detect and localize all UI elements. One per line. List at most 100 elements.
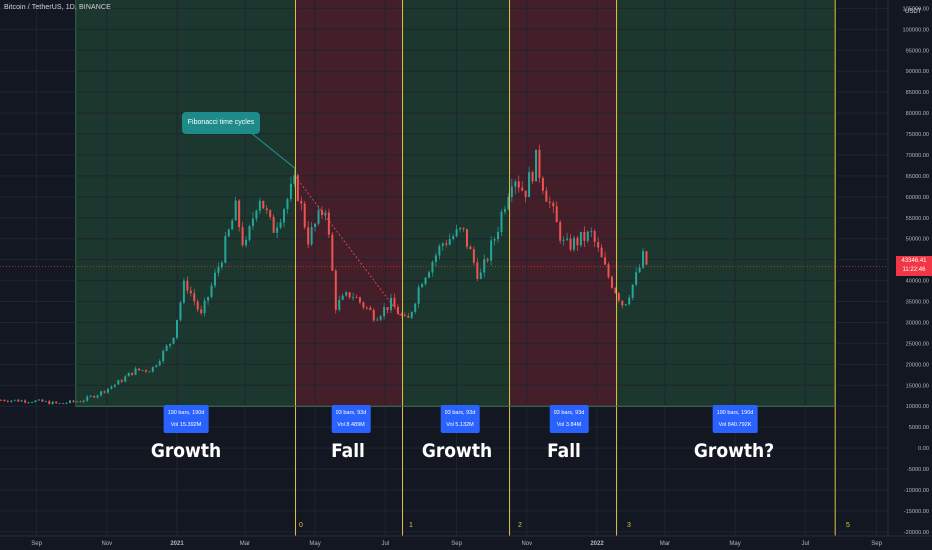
candle-down: [465, 229, 468, 247]
candle-down: [48, 401, 51, 405]
candle-down: [93, 395, 96, 398]
candle-down: [200, 309, 203, 314]
candle-up: [210, 285, 213, 297]
candle-down: [576, 237, 579, 246]
candle-down: [369, 307, 372, 311]
candle-up: [86, 396, 89, 401]
x-tick-label: Sep: [451, 541, 462, 547]
candle-up: [635, 272, 638, 285]
candle-up: [410, 311, 413, 318]
y-tick-label: 70000.00: [906, 153, 929, 159]
candle-up: [631, 284, 634, 298]
candle-up: [251, 218, 254, 226]
candle-down: [386, 307, 389, 311]
candle-down: [524, 190, 527, 198]
y-tick-label: 30000.00: [906, 320, 929, 326]
candle-up: [286, 199, 289, 210]
y-tick-label: -5000.00: [907, 467, 929, 473]
candle-up: [642, 251, 645, 268]
candle-up: [68, 400, 71, 403]
trend-line: [295, 176, 403, 319]
candle-up: [124, 376, 127, 382]
y-tick-label: -20000.00: [904, 530, 929, 536]
candle-down: [17, 399, 20, 402]
candle-up: [479, 272, 482, 279]
candle-up: [379, 316, 382, 320]
candle-down: [476, 262, 479, 279]
x-tick-label: May: [309, 541, 320, 547]
candle-down: [541, 177, 544, 191]
candle-down: [621, 300, 624, 306]
candle-down: [583, 231, 586, 241]
x-tick-label: Nov: [521, 541, 532, 547]
x-tick-label: Sep: [31, 541, 42, 547]
candle-up: [106, 388, 109, 393]
candle-up: [441, 243, 444, 247]
candle-up: [155, 365, 158, 367]
candle-up: [345, 292, 348, 296]
candle-up: [510, 186, 513, 197]
candle-up: [324, 212, 327, 215]
candle-down: [645, 251, 648, 265]
candle-up: [459, 227, 462, 230]
candle-down: [604, 257, 607, 265]
candle-down: [362, 302, 365, 308]
candle-down: [196, 301, 199, 310]
candle-up: [503, 209, 506, 212]
candle-up: [224, 236, 227, 263]
candle-down: [403, 314, 406, 316]
cycle-number-5: 5: [846, 522, 850, 529]
zone-stats-0: 190 bars, 190d Vol 15.392M: [163, 405, 209, 433]
y-tick-label: 35000.00: [906, 300, 929, 306]
candle-up: [289, 183, 292, 200]
zone-label-fall: Fall: [331, 440, 365, 462]
candle-up: [151, 366, 154, 372]
candle-up: [31, 402, 34, 403]
symbol-title[interactable]: Bitcoin / TetherUS, 1D, BINANCE: [4, 4, 111, 11]
zone-stats-2: 93 bars, 93d Vol 5.132M: [440, 405, 480, 433]
candle-up: [10, 400, 13, 402]
candle-up: [562, 239, 565, 241]
candle-up: [493, 239, 496, 241]
candle-down: [265, 208, 268, 211]
candle-down: [610, 276, 613, 288]
candle-up: [172, 337, 175, 344]
candle-up: [100, 391, 103, 396]
candle-down: [597, 242, 600, 248]
candle-up: [158, 361, 161, 366]
candle-down: [334, 270, 337, 310]
y-tick-label: 90000.00: [906, 69, 929, 75]
cycle-number-0: 0: [299, 522, 303, 529]
candle-up: [507, 196, 510, 210]
candle-up: [110, 386, 113, 389]
candle-up: [500, 211, 503, 232]
zone-label-growth: Growth: [150, 440, 222, 462]
y-tick-label: 10000.00: [906, 404, 929, 410]
candle-down: [300, 200, 303, 204]
candle-up: [279, 222, 282, 228]
zone-band-growth: [616, 0, 836, 407]
candle-up: [566, 238, 569, 240]
y-tick-label: 5000.00: [909, 425, 929, 431]
candle-up: [572, 237, 575, 250]
candle-up: [234, 200, 237, 221]
currency-label[interactable]: USDT: [905, 9, 922, 15]
candle-down: [320, 210, 323, 215]
zone-vol: Vol 840.792K: [718, 422, 752, 428]
candle-up: [310, 226, 313, 245]
candle-up: [169, 343, 172, 346]
y-tick-label: -10000.00: [904, 488, 929, 494]
fibonacci-callout[interactable]: Fibonacci time cycles: [182, 112, 260, 134]
candle-down: [555, 206, 558, 223]
x-tick-label: Jul: [381, 541, 389, 547]
x-tick-label: Mar: [240, 541, 250, 547]
candle-down: [148, 371, 151, 373]
x-tick-label: Jul: [801, 541, 809, 547]
candle-down: [6, 401, 9, 402]
candle-up: [293, 175, 296, 184]
candle-up: [417, 287, 420, 304]
callout-pointer: [249, 131, 296, 170]
zone-stats-1: 93 bars, 93d Vol 8.489M: [331, 405, 371, 433]
candle-up: [207, 296, 210, 301]
